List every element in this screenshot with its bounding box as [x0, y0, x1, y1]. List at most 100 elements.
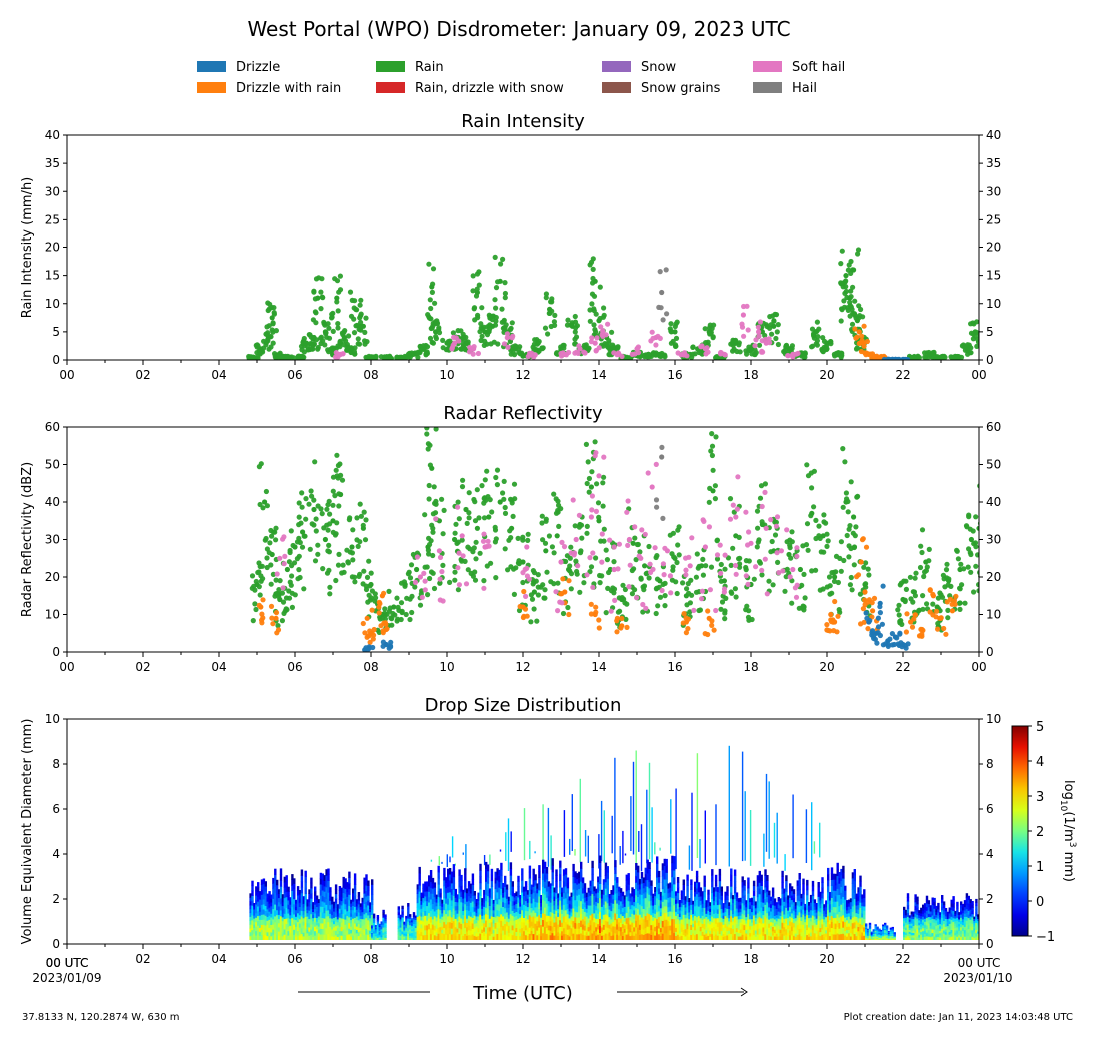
dsd-cell	[344, 934, 347, 940]
dsd-cell	[295, 926, 298, 931]
dsd-cell	[344, 893, 347, 900]
sample-point	[315, 551, 321, 557]
sample-point	[634, 595, 640, 601]
sample-point	[902, 597, 908, 603]
sample-point	[808, 513, 814, 519]
dsd-cell	[272, 888, 275, 894]
dsd-cell	[492, 936, 495, 940]
dsd-cell	[580, 926, 583, 934]
dsd-cell	[469, 902, 473, 908]
dsd-cell	[496, 868, 499, 875]
dsd-cell	[467, 915, 471, 921]
sample-point	[848, 574, 854, 581]
dsd-cell	[372, 930, 376, 934]
sample-point	[349, 550, 355, 556]
dsd-cell	[420, 904, 423, 909]
sample-point	[669, 329, 675, 335]
x-tick-label: 00	[971, 660, 986, 674]
dsd-cell	[504, 923, 507, 930]
dsd-cell	[505, 889, 509, 895]
sample-point	[813, 517, 819, 524]
dsd-sparse-cell	[638, 831, 640, 852]
sample-point	[459, 537, 465, 543]
dsd-cell	[490, 898, 494, 905]
dsd-cell	[350, 926, 353, 930]
dsd-cell	[333, 917, 336, 922]
dsd-sparse-cell	[632, 761, 635, 855]
x-tick-label: 22	[895, 660, 910, 674]
dsd-cell	[521, 880, 524, 887]
sample-point	[542, 325, 549, 331]
sample-point	[753, 564, 759, 570]
dsd-cell	[323, 907, 326, 914]
dsd-cell	[532, 927, 535, 935]
sample-point	[315, 542, 321, 548]
dsd-cell	[486, 933, 490, 940]
dsd-cell	[342, 929, 345, 935]
dsd-cell	[433, 882, 437, 888]
dsd-cell	[439, 931, 442, 936]
dsd-cell	[441, 936, 444, 940]
sample-point	[475, 350, 481, 357]
sample-point	[620, 582, 626, 588]
dsd-cell	[504, 881, 507, 887]
dsd-cell	[542, 859, 545, 867]
dsd-cell	[308, 931, 311, 936]
sample-point	[298, 520, 304, 526]
dsd-cell	[293, 924, 296, 930]
dsd-cell	[420, 892, 423, 897]
sample-point	[585, 459, 591, 465]
dsd-cell	[452, 882, 456, 890]
sample-point	[500, 490, 506, 496]
sample-point	[367, 639, 373, 645]
sample-point	[642, 531, 648, 537]
dsd-cell	[310, 877, 313, 884]
dsd-cell	[505, 884, 509, 890]
dsd-cell	[276, 934, 279, 940]
dsd-cell	[576, 911, 579, 918]
dsd-cell	[545, 933, 549, 940]
sample-point	[436, 330, 443, 336]
dsd-cell	[513, 935, 516, 940]
dsd-cell	[479, 863, 482, 871]
sample-point	[378, 623, 384, 629]
dsd-cell	[264, 920, 267, 926]
dsd-cell	[285, 934, 288, 940]
dsd-cell	[336, 933, 340, 937]
dsd-cell	[420, 900, 423, 905]
dsd-cell	[566, 877, 570, 884]
dsd-cell	[340, 892, 343, 897]
dsd-cell	[397, 909, 400, 913]
dsd-cell	[545, 879, 549, 886]
dsd-cell	[587, 892, 590, 897]
dsd-cell	[340, 913, 343, 919]
sample-point	[623, 616, 629, 623]
sample-point	[512, 343, 518, 349]
sample-point	[382, 606, 388, 612]
sample-point	[551, 491, 557, 497]
sample-point	[632, 535, 638, 541]
dsd-cell	[574, 877, 577, 884]
dsd-cell	[542, 886, 545, 894]
dsd-cell	[428, 912, 431, 919]
sample-point	[592, 453, 598, 459]
sample-point	[752, 343, 758, 349]
sample-point	[605, 585, 611, 592]
dsd-sparse-cell	[603, 810, 605, 863]
dsd-cell	[257, 896, 260, 902]
dsd-cell	[306, 916, 309, 920]
dsd-cell	[580, 894, 583, 902]
sample-point	[382, 616, 388, 622]
dsd-cell	[473, 935, 476, 940]
dsd-cell	[445, 887, 448, 894]
sample-point	[895, 607, 901, 613]
sample-point	[910, 599, 916, 605]
dsd-cell	[549, 934, 552, 940]
y-axis-label-0: Rain Intensity (mm/h)	[20, 177, 35, 319]
sample-point	[476, 515, 482, 521]
sample-point	[811, 504, 817, 510]
sample-point	[824, 622, 830, 628]
dsd-cell	[513, 912, 516, 917]
dsd-cell	[547, 891, 551, 897]
dsd-cell	[502, 901, 505, 907]
